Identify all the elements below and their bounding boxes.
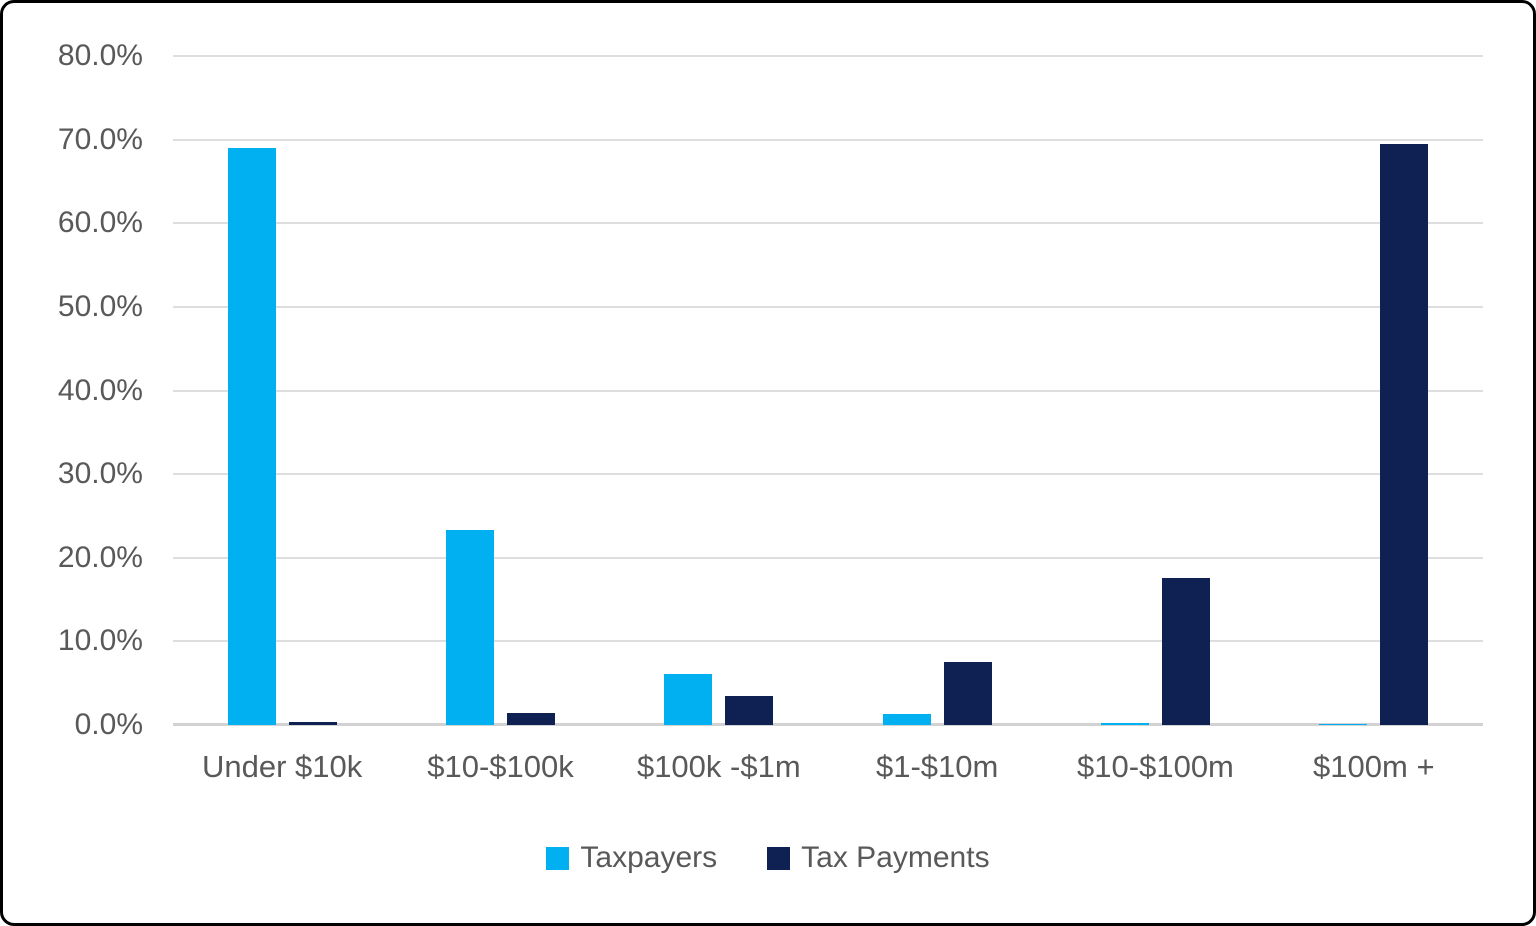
bar-group-1-10m — [828, 56, 1046, 725]
gridline-70 — [173, 138, 1483, 141]
bar-tax-payments-100m — [1380, 143, 1429, 725]
bar-group-10-100k — [391, 56, 609, 725]
x-axis-category-label-1-10m: $1-$10m — [875, 749, 999, 784]
x-axis: Under $10k $10-$100k $100k -$1m $1-$10m $10-… — [173, 748, 1483, 786]
bar-taxpayers-100m — [1319, 724, 1368, 725]
gridline-30 — [173, 473, 1483, 476]
y-axis-tick-label: 60.0% — [57, 206, 143, 240]
legend-label-taxpayers: Taxpayers — [580, 841, 718, 874]
x-axis-category-label-under-10k: Under $10k — [202, 749, 363, 784]
bar-tax-payments-10-100m — [1161, 577, 1210, 725]
y-axis-tick-label: 20.0% — [57, 540, 143, 574]
y-axis-tick-label: 40.0% — [57, 373, 143, 407]
legend-swatch-tax-payments-icon — [767, 846, 791, 870]
bar-groups — [173, 56, 1483, 725]
bar-tax-payments-100k-1m — [725, 695, 774, 725]
bar-taxpayers-10-100m — [1100, 723, 1149, 725]
y-axis-tick-label: 80.0% — [57, 39, 143, 72]
legend-item-taxpayers: Taxpayers — [546, 840, 717, 876]
y-axis: 0.0% 10.0% 20.0% 30.0% 40.0% 50.0% 60.0% 70.0% 8… — [3, 39, 143, 741]
x-axis-category-label-100m: $100m + — [1313, 749, 1435, 784]
legend-swatch-taxpayers-icon — [546, 846, 570, 870]
bar-tax-payments-1-10m — [943, 662, 992, 725]
bar-taxpayers-under-10k — [227, 148, 276, 725]
bar-group-100k-1m — [610, 56, 828, 725]
bar-group-100m — [1265, 56, 1483, 725]
legend-item-tax-payments: Tax Payments — [767, 840, 990, 876]
bar-tax-payments-10-100k — [506, 713, 555, 725]
y-axis-tick-label: 70.0% — [57, 122, 143, 156]
legend-label-tax-payments: Tax Payments — [801, 841, 990, 874]
bar-taxpayers-1-10m — [882, 714, 931, 725]
legend: Taxpayers Tax Payments — [3, 840, 1533, 876]
x-axis-category-label-100k-1m: $100k -$1m — [636, 749, 801, 784]
gridline-60 — [173, 222, 1483, 225]
y-axis-tick-label: 0.0% — [74, 708, 143, 741]
x-axis-category-label-10-100m: $10-$100m — [1077, 749, 1234, 784]
gridline-80 — [173, 55, 1483, 57]
gridline-50 — [173, 305, 1483, 308]
plot-area — [173, 55, 1483, 726]
gridline-40 — [173, 389, 1483, 392]
bar-tax-payments-under-10k — [288, 721, 337, 725]
bar-taxpayers-100k-1m — [664, 674, 713, 725]
gridline-0 — [173, 723, 1483, 726]
bar-group-under-10k — [173, 56, 391, 725]
y-axis-tick-label: 50.0% — [57, 289, 143, 323]
x-axis-category-label-10-100k: $10-$100k — [427, 749, 574, 784]
gridline-10 — [173, 640, 1483, 643]
gridline-20 — [173, 556, 1483, 559]
bar-group-10-100m — [1046, 56, 1264, 725]
y-axis-tick-label: 30.0% — [57, 457, 143, 491]
bar-taxpayers-10-100k — [445, 530, 494, 725]
y-axis-tick-label: 10.0% — [57, 624, 143, 658]
